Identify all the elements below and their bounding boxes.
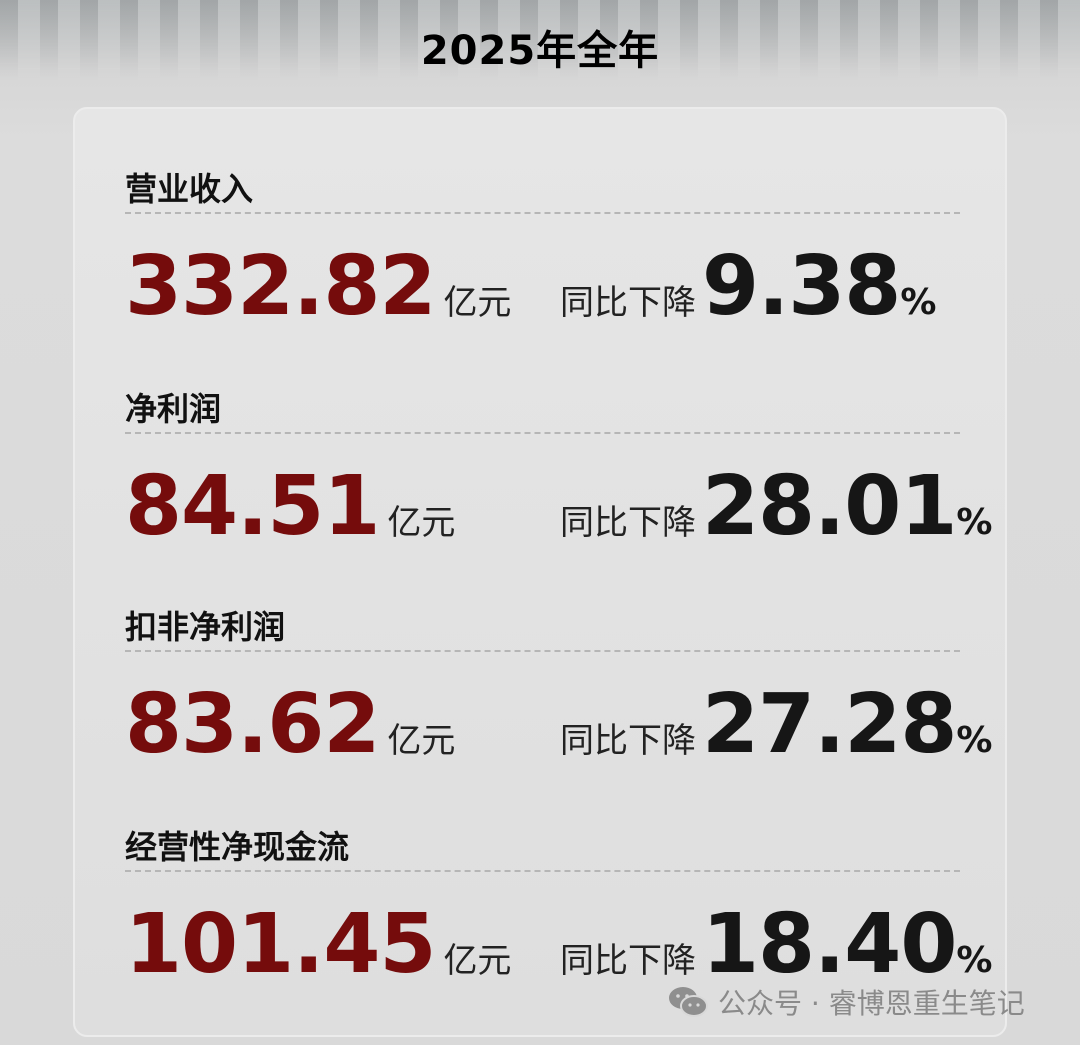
- wechat-icon: [669, 987, 708, 1017]
- metric-change: 同比下降9.38%: [560, 239, 937, 334]
- metrics-card: 营业收入 332.82 亿元 同比下降9.38% 净利润 84.51 亿元 同比下降…: [73, 107, 1007, 1037]
- watermark-text: 公众号 · 睿博恩重生笔记: [718, 987, 1025, 1020]
- metric-change: 同比下降27.28%: [560, 677, 993, 772]
- metric-value: 84.51 亿元: [125, 459, 456, 554]
- page-title: 2025年全年: [420, 28, 660, 74]
- metric-label: 扣非净利润: [125, 608, 286, 646]
- metric-value: 332.82 亿元: [125, 239, 512, 334]
- metric-change: 同比下降18.40%: [560, 897, 993, 992]
- divider: [125, 650, 960, 652]
- metric-label: 净利润: [125, 390, 222, 428]
- metric-row: 营业收入 332.82 亿元 同比下降9.38%: [125, 164, 960, 364]
- divider: [125, 432, 960, 434]
- metric-change: 同比下降28.01%: [560, 459, 993, 554]
- metric-label: 营业收入: [125, 170, 254, 208]
- metric-row: 扣非净利润 83.62 亿元 同比下降27.28%: [125, 602, 992, 802]
- metric-row: 经营性净现金流 101.45 亿元 同比下降18.40%: [125, 822, 992, 1022]
- metric-label: 经营性净现金流: [125, 828, 350, 866]
- metric-value: 101.45 亿元: [125, 897, 512, 992]
- background-photo: [0, 0, 1080, 80]
- divider: [125, 212, 960, 214]
- divider: [125, 870, 960, 872]
- metric-row: 净利润 84.51 亿元 同比下降28.01%: [125, 384, 992, 584]
- metric-value: 83.62 亿元: [125, 677, 456, 772]
- watermark: 公众号 · 睿博恩重生笔记: [668, 982, 1025, 1022]
